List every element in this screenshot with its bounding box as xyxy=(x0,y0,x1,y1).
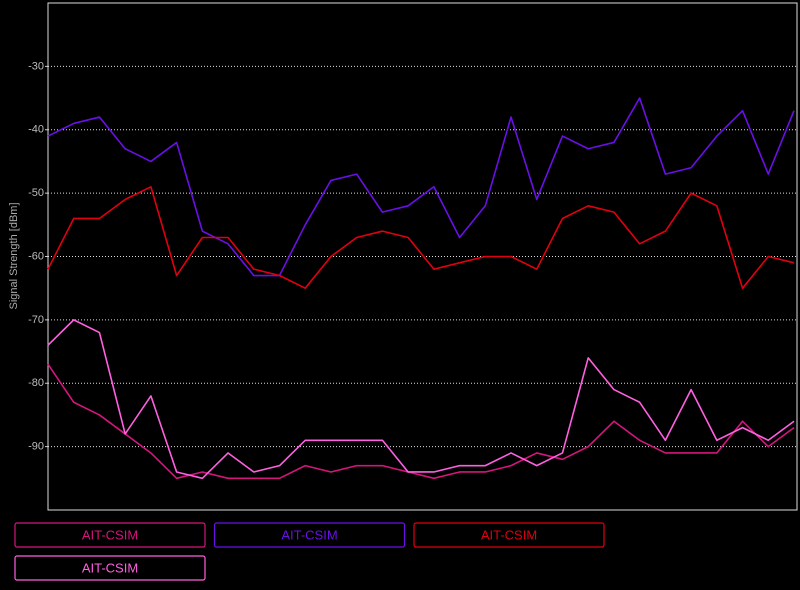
y-tick-label: -60 xyxy=(28,250,44,262)
series-line xyxy=(47,97,795,277)
legend-box[interactable] xyxy=(14,522,206,548)
y-axis-label: Signal Strength [dBm] xyxy=(8,202,20,309)
y-tick-label: -30 xyxy=(28,60,44,72)
series-line xyxy=(47,363,795,480)
y-tick-label: -80 xyxy=(28,377,44,389)
y-tick-label: -90 xyxy=(28,441,44,453)
series-line xyxy=(47,319,795,480)
y-tick-label: -50 xyxy=(28,187,44,199)
legend-label[interactable]: AIT-CSIM xyxy=(82,560,138,575)
y-tick-label: -70 xyxy=(28,314,44,326)
y-tick-label: -40 xyxy=(28,124,44,136)
legend-box[interactable] xyxy=(14,555,206,581)
legend-box[interactable] xyxy=(213,522,406,548)
plot-frame xyxy=(47,2,798,511)
series-line xyxy=(47,185,795,289)
legend-box[interactable] xyxy=(413,522,605,548)
legend-label[interactable]: AIT-CSIM xyxy=(481,527,537,542)
legend-label[interactable]: AIT-CSIM xyxy=(281,527,337,542)
legend-label[interactable]: AIT-CSIM xyxy=(82,527,138,542)
